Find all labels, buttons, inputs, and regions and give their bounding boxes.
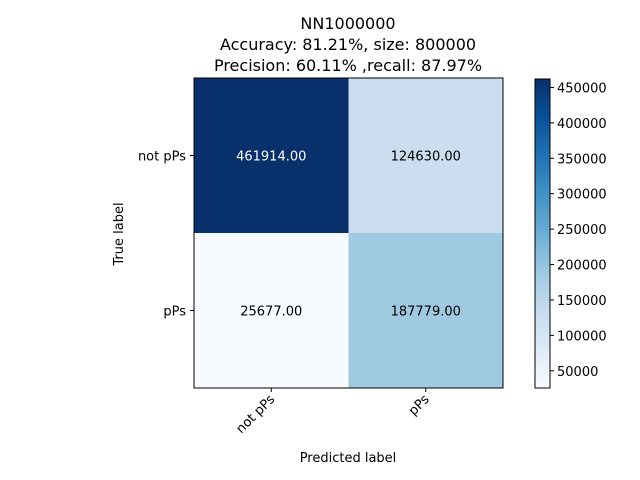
plot-frame [193,77,504,389]
x-tick-label: not pPs [233,392,278,437]
colorbar-tick-label: 400000 [557,117,607,132]
y-tick-label: pPs [163,305,186,320]
colorbar-tick-label: 450000 [557,81,607,96]
x-axis-ticks: not pPs pPs [233,388,433,437]
heatmap-cell [194,233,349,388]
colorbar-ticks: 50000 100000 150000 200000 250000 300000 35000… [550,81,607,380]
colorbar-tick-label: 100000 [557,329,607,344]
heatmap-cell [348,233,503,388]
colorbar-tick-label: 150000 [557,294,607,309]
colorbar-tick-label: 350000 [557,152,607,167]
heatmap-cell [194,78,349,233]
heatmap-cell [348,78,503,233]
chart-title-line-1: NN1000000 [300,14,395,33]
colorbar-tick-label: 50000 [557,365,598,380]
colorbar-tick-label: 250000 [557,223,607,238]
y-axis-label: True label [112,202,127,266]
y-axis-ticks: not pPs pPs [138,150,194,320]
cell-value-label: 25677.00 [240,305,302,320]
cell-value-label: 187779.00 [391,305,461,320]
x-tick-label: pPs [406,392,433,419]
colorbar-tick-label: 200000 [557,259,607,274]
x-axis-label: Predicted label [300,451,397,466]
y-tick-label: not pPs [138,150,186,165]
chart-title-line-3: Precision: 60.11% ,recall: 87.97% [214,56,482,75]
cell-value-label: 461914.00 [236,150,306,165]
colorbar [534,78,551,389]
heatmap-cell-labels: 461914.00 124630.00 25677.00 187779.00 [236,150,461,320]
chart-title-line-2: Accuracy: 81.21%, size: 800000 [220,35,476,54]
heatmap-cells [194,78,503,388]
colorbar-tick-label: 300000 [557,188,607,203]
cell-value-label: 124630.00 [391,150,461,165]
